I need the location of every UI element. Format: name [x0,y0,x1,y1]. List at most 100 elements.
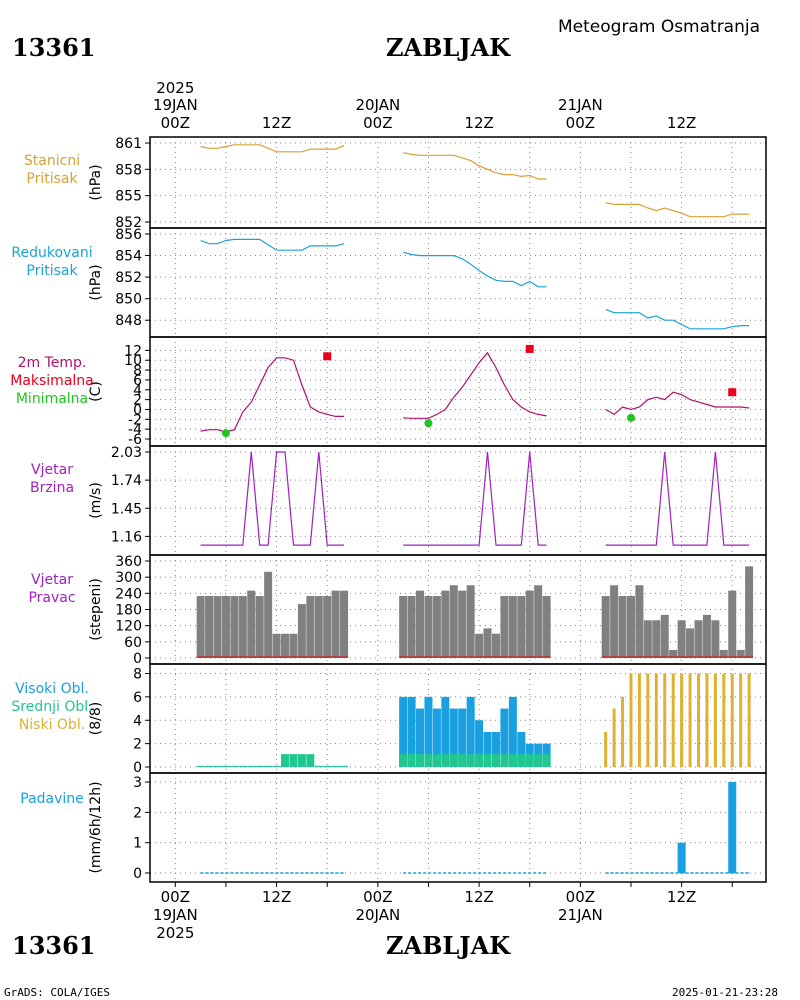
time-label-hour: 12Z [667,888,696,906]
y-tick-label: 861 [115,136,142,152]
y-tick-label: 0 [133,651,142,667]
time-label-hour: 00Z [363,888,392,906]
mid-cloud-bar [247,765,256,767]
direction-bar [517,596,526,658]
y-tick-label: 850 [115,292,142,308]
y-tick-label: 10 [124,353,142,369]
mid-cloud-bar [407,754,416,767]
station-id-bottom: 13361 [12,931,96,960]
direction-bar [669,649,678,658]
mid-cloud-bar [306,754,315,767]
panel-label: Visoki Obl. [15,681,89,697]
y-tick-label: 180 [115,603,142,619]
low-cloud-bar [654,673,658,767]
y-tick-label: 8 [133,363,142,379]
low-cloud-bar [730,673,734,767]
y-tick-label: 6 [133,690,142,706]
time-label-date: 19JAN [153,906,198,924]
direction-bar [449,585,458,658]
series-line [200,357,345,433]
panel-label: Minimalna [16,391,88,407]
y-tick-label: 1 [133,836,142,852]
panel-label: Srednji Obl. [11,699,92,715]
y-tick-label: 856 [115,227,142,243]
y-axis-label: (stepeni) [88,578,104,641]
y-tick-label: 300 [115,570,142,586]
time-label-hour: 00Z [566,888,595,906]
mid-cloud-bar [449,754,458,767]
mid-cloud-bar [466,754,475,767]
y-tick-label: 852 [115,215,142,231]
mid-cloud-bar [500,754,509,767]
time-label-hour: 00Z [566,114,595,132]
y-tick-label: 240 [115,586,142,602]
station-name-top: ZABLJAK [386,33,511,62]
series-line [403,251,547,288]
time-label-hour: 12Z [667,114,696,132]
y-tick-label: 1.45 [111,501,142,517]
mid-cloud-bar [475,754,484,767]
y-tick-label: 854 [115,249,142,265]
series-line [200,451,345,546]
series-line [403,351,547,419]
y-tick-label: -2 [128,412,142,428]
footer-timestamp: 2025-01-21-23:28 [672,986,778,999]
direction-bar [719,649,728,658]
direction-bar [694,620,703,658]
direction-bar [432,596,441,658]
high-cloud-bar [424,696,433,767]
y-tick-label: 855 [115,189,142,205]
time-label-date: 21JAN [558,906,603,924]
time-label-date: 19JAN [153,96,198,114]
panel-label: Pritisak [26,263,78,279]
mid-cloud-bar [331,765,340,767]
panel-precipitation: 3 2 1 0 (mm/6h/12h)Padavine [20,772,767,883]
subtitle: Meteogram Osmatranja [558,17,760,37]
mid-cloud-bar [525,754,534,767]
time-label-date: 20JAN [355,906,400,924]
panel-label: Vjetar [31,462,73,478]
panel-station_pressure: 861 858 855 852 (hPa) Stanicni Pritisak [24,136,767,231]
y-axis-label: (hPa) [88,164,104,200]
footer-credit: GrADS: COLA/IGES [4,986,110,999]
low-cloud-bar [612,708,616,767]
high-cloud-bar [458,708,467,767]
panel-frame [149,772,767,883]
mid-cloud-bar [221,765,230,767]
y-tick-label: 2 [133,393,142,409]
mid-cloud-bar [458,754,467,767]
direction-bar [618,596,627,658]
mid-cloud-bar [542,754,551,767]
panel-label: Niski Obl. [19,717,85,733]
y-tick-label: -4 [128,422,142,438]
precip-bar [677,842,686,873]
y-axis-label: (hPa) [88,264,104,300]
high-cloud-bar [475,720,484,767]
panel-label: Pravac [28,590,75,606]
direction-bar [264,571,273,658]
high-cloud-bar [407,696,416,767]
y-tick-label: 0 [133,760,142,776]
series-line [605,308,750,330]
y-tick-label: 120 [115,619,142,635]
mid-cloud-bar [424,754,433,767]
direction-bar [255,596,264,658]
y-tick-label: 4 [133,713,142,729]
mid-cloud-bar [340,765,349,767]
direction-bar [626,596,635,658]
direction-bar [238,596,247,658]
direction-bar [745,566,754,658]
direction-bar [230,596,239,658]
y-tick-label: 852 [115,270,142,286]
low-cloud-bar [629,673,633,767]
y-tick-label: 4 [133,383,142,399]
direction-bar [686,628,695,658]
direction-bar [306,596,315,658]
direction-bar [736,649,745,658]
mid-cloud-bar [289,754,298,767]
direction-bar [542,596,551,658]
low-cloud-bar [671,673,675,767]
direction-bar [475,633,484,658]
high-cloud-bar [399,696,408,767]
mid-cloud-bar [314,765,323,767]
